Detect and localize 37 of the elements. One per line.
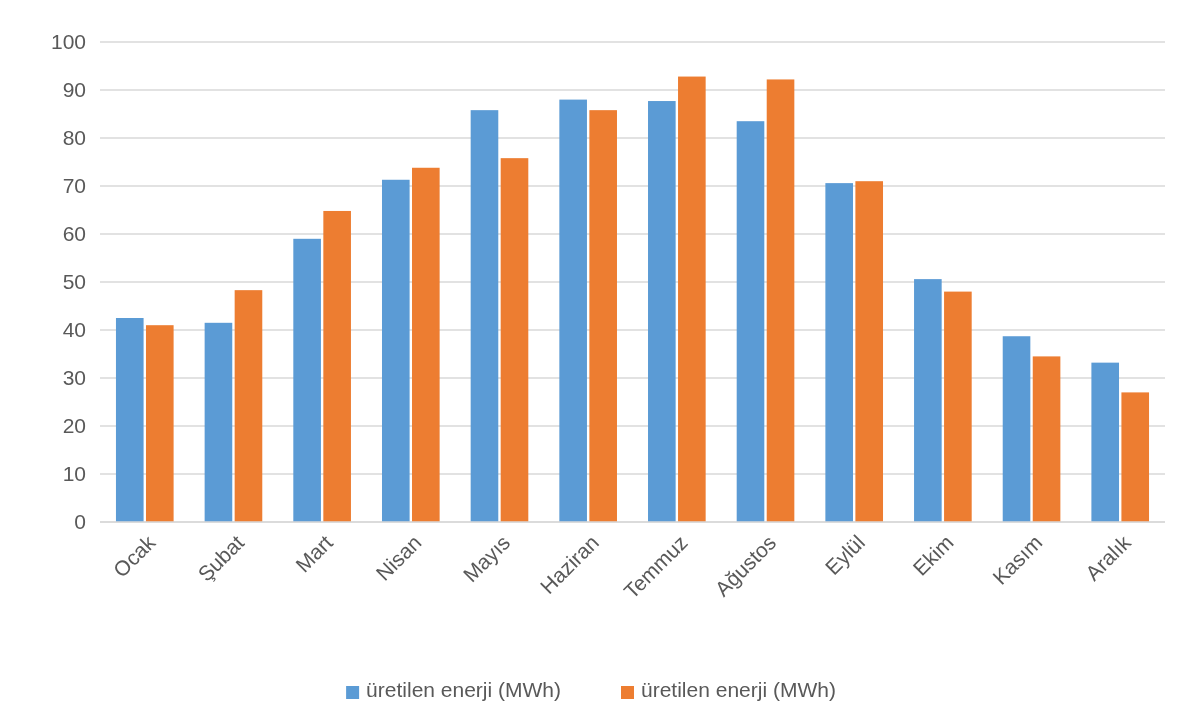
legend-label: üretilen enerji (MWh)	[366, 678, 561, 701]
bar	[323, 210, 351, 522]
y-tick-label: 20	[62, 414, 86, 438]
bar	[1032, 356, 1061, 522]
bar	[145, 325, 174, 522]
bar	[204, 322, 233, 522]
bar	[825, 183, 853, 522]
y-tick-label: 90	[62, 78, 86, 102]
bar	[293, 238, 321, 522]
y-tick-label: 60	[62, 222, 86, 246]
bar	[115, 318, 144, 522]
bar	[381, 179, 410, 522]
bar	[944, 291, 972, 522]
y-tick-label: 50	[62, 270, 86, 294]
bar	[678, 76, 706, 522]
bar	[470, 110, 499, 522]
bar	[1091, 362, 1120, 522]
y-tick-label: 100	[50, 30, 86, 54]
bar	[648, 101, 676, 522]
y-tick-label: 0	[74, 510, 86, 534]
bar	[1002, 336, 1031, 522]
bar	[855, 181, 884, 522]
y-tick-label: 80	[62, 126, 86, 150]
bar	[1121, 392, 1150, 522]
bar	[914, 279, 942, 522]
y-tick-label: 40	[62, 318, 86, 342]
bar	[234, 290, 263, 522]
bar	[766, 79, 795, 522]
bar	[412, 167, 440, 522]
bar	[736, 121, 765, 522]
y-tick-label: 70	[62, 174, 86, 198]
y-tick-label: 30	[62, 366, 86, 390]
legend-label: üretilen enerji (MWh)	[641, 678, 836, 701]
y-tick-label: 10	[62, 462, 86, 486]
bar	[500, 158, 529, 522]
bar	[589, 110, 617, 522]
bar	[559, 99, 587, 522]
